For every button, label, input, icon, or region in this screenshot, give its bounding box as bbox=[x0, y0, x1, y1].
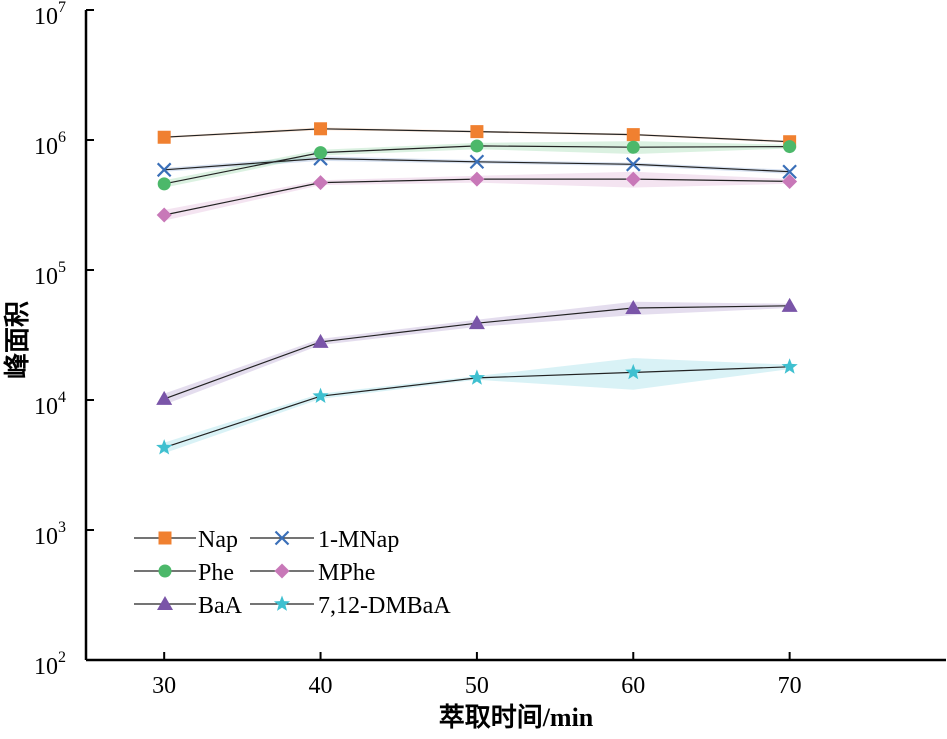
legend-marker-7-12-dmbaa bbox=[273, 595, 291, 611]
point-baa-60 bbox=[625, 300, 642, 315]
point-mphe-40 bbox=[313, 175, 329, 191]
x-tick-label: 30 bbox=[152, 673, 176, 699]
point-1-mnap-60 bbox=[625, 157, 641, 172]
point-nap-30 bbox=[157, 130, 171, 144]
point-7-12-dmbaa-30 bbox=[156, 439, 173, 455]
legend-label-7-12-dmbaa: 7,12-DMBaA bbox=[318, 593, 451, 619]
ticks: 30 40 50 60 70 102 103 104 105 106 107 bbox=[34, 0, 802, 699]
point-mphe-30 bbox=[156, 207, 172, 223]
legend-label-phe: Phe bbox=[198, 560, 234, 586]
point-phe-30 bbox=[157, 177, 171, 191]
point-7-12-dmbaa-40 bbox=[312, 387, 329, 404]
x-tick-label: 60 bbox=[621, 673, 645, 699]
y-axis-label: 峰面积 bbox=[3, 301, 32, 379]
band-7-12-dmbaa bbox=[164, 358, 790, 454]
point-phe-60 bbox=[626, 140, 640, 154]
legend-label-1-mnap: 1-MNap bbox=[318, 527, 399, 553]
x-tick-label: 50 bbox=[465, 673, 489, 699]
point-nap-50 bbox=[470, 125, 484, 139]
band-nap bbox=[164, 127, 790, 143]
point-7-12-dmbaa-60 bbox=[625, 363, 642, 380]
point-7-12-dmbaa-50 bbox=[468, 369, 485, 385]
point-phe-50 bbox=[470, 139, 484, 153]
legend-marker-1-mnap bbox=[274, 530, 290, 546]
y-tick-label: 103 bbox=[34, 519, 66, 550]
series-markers bbox=[156, 122, 798, 455]
y-tick-label: 105 bbox=[34, 259, 66, 290]
point-mphe-60 bbox=[625, 171, 641, 187]
point-nap-40 bbox=[314, 122, 328, 136]
y-tick-label: 107 bbox=[34, 0, 66, 30]
x-tick-label: 40 bbox=[309, 673, 333, 699]
legend-label-mphe: MPhe bbox=[318, 560, 375, 586]
legend-label-nap: Nap bbox=[198, 527, 238, 553]
y-tick-label: 106 bbox=[34, 129, 66, 160]
point-mphe-50 bbox=[469, 171, 485, 187]
legend-label-baa: BaA bbox=[198, 593, 243, 619]
point-baa-50 bbox=[468, 315, 485, 330]
y-tick-label: 102 bbox=[34, 649, 66, 680]
point-baa-40 bbox=[312, 333, 329, 348]
point-7-12-dmbaa-70 bbox=[781, 358, 798, 374]
point-1-mnap-70 bbox=[782, 164, 797, 180]
legend: Nap 1-MNap Phe MPhe BaA 7,12-DMBaA bbox=[134, 527, 451, 619]
legend-marker-nap bbox=[158, 531, 172, 545]
axes bbox=[84, 10, 946, 662]
band-1-mnap bbox=[164, 156, 790, 174]
point-baa-30 bbox=[156, 390, 173, 405]
x-tick-label: 70 bbox=[778, 673, 802, 699]
legend-marker-baa bbox=[157, 596, 173, 610]
point-phe-40 bbox=[314, 146, 328, 160]
x-axis-label: 萃取时间/min bbox=[439, 703, 594, 732]
point-1-mnap-50 bbox=[469, 154, 485, 170]
point-baa-70 bbox=[781, 297, 798, 312]
legend-marker-mphe bbox=[274, 563, 290, 579]
point-1-mnap-30 bbox=[156, 162, 172, 178]
point-phe-70 bbox=[783, 140, 797, 154]
point-mphe-70 bbox=[782, 173, 798, 189]
point-nap-60 bbox=[626, 128, 640, 142]
y-tick-label: 104 bbox=[34, 389, 66, 420]
legend-marker-phe bbox=[158, 564, 172, 578]
